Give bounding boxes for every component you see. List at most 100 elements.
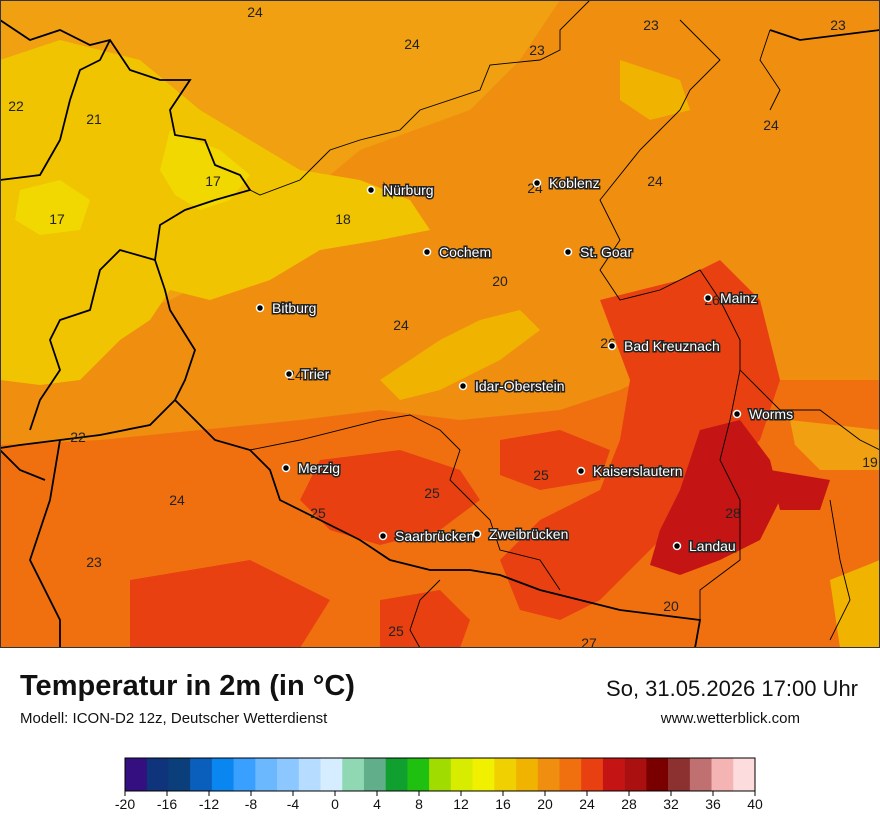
city-mainz[interactable]: Mainz (703, 289, 759, 308)
city-dot (532, 178, 542, 188)
temperature-value-label: 18 (335, 211, 351, 227)
city-kaiserslautern[interactable]: Kaiserslautern (576, 462, 684, 481)
city-bitburg[interactable]: Bitburg (255, 299, 318, 318)
legend-tick-label: -12 (199, 796, 219, 812)
city-zweibr-cken[interactable]: Zweibrücken (472, 525, 570, 544)
temp-field-28 (650, 420, 780, 575)
legend-tick-label: 16 (495, 796, 511, 812)
temp-field-yellow-e (830, 560, 880, 648)
temp-field-yellow-e2 (790, 420, 880, 470)
legend-swatch (472, 758, 495, 791)
temperature-value-label: 23 (643, 17, 659, 33)
city-worms[interactable]: Worms (732, 405, 795, 424)
legend-swatch (494, 758, 517, 791)
city-dot (378, 531, 388, 541)
temperature-value-label: 25 (310, 505, 326, 521)
temp-field-26-s2 (380, 590, 470, 648)
temperature-value-label: 23 (830, 17, 846, 33)
city-bad-kreuznach[interactable]: Bad Kreuznach (607, 337, 721, 356)
city-dot (281, 463, 291, 473)
city-merzig[interactable]: Merzig (281, 459, 342, 478)
legend-tick-label: 36 (705, 796, 721, 812)
city-label: Kaiserslautern (593, 463, 683, 479)
legend-swatch (298, 758, 321, 791)
city-label: Zweibrücken (489, 526, 568, 542)
legend-tick-label: 8 (415, 796, 423, 812)
footer: Temperatur in 2m (in °C) Modell: ICON-D2… (0, 648, 880, 830)
legend-tick-label: -8 (245, 796, 258, 812)
city-koblenz[interactable]: Koblenz (532, 174, 601, 193)
temperature-value-label: 28 (725, 505, 741, 521)
legend-tick-label: 32 (663, 796, 679, 812)
temp-field-26-sw (300, 450, 480, 545)
temp-field-17b (15, 180, 90, 235)
legend-tick-label: -16 (157, 796, 177, 812)
city-n-rburg[interactable]: Nürburg (366, 181, 435, 200)
temperature-value-label: 19 (862, 454, 878, 470)
city-label: Saarbrücken (395, 528, 474, 544)
city-label: Worms (749, 406, 793, 422)
city-label: Idar-Oberstein (475, 378, 564, 394)
city-label: Cochem (439, 244, 491, 260)
city-dot (472, 529, 482, 539)
legend-swatch (363, 758, 386, 791)
legend-tick-label: 40 (747, 796, 763, 812)
temperature-value-label: 24 (169, 492, 185, 508)
legend-swatch (320, 758, 343, 791)
temperature-value-label: 25 (388, 623, 404, 639)
legend-swatch (125, 758, 148, 791)
city-dot (672, 541, 682, 551)
city-dot (422, 247, 432, 257)
temperature-value-label: 17 (49, 211, 65, 227)
temperature-value-label: 23 (86, 554, 102, 570)
city-label: Trier (301, 366, 330, 382)
temp-field-17-20 (0, 40, 430, 385)
temp-field-26-south (130, 560, 330, 648)
temp-field-26-ks (500, 430, 610, 490)
temp-field-yellow-c (380, 310, 540, 400)
legend-swatch (711, 758, 734, 791)
city-label: Landau (689, 538, 736, 554)
legend-swatch (168, 758, 191, 791)
city-idar-oberstein[interactable]: Idar-Oberstein (458, 377, 566, 396)
city-label: Nürburg (383, 182, 434, 198)
legend-swatch (233, 758, 256, 791)
legend-swatch (450, 758, 473, 791)
city-dot (703, 293, 713, 303)
legend-tick-label: 12 (453, 796, 469, 812)
legend-swatch (602, 758, 625, 791)
website-link[interactable]: www.wetterblick.com (660, 710, 800, 727)
legend-tick-label: 24 (579, 796, 595, 812)
city-saarbr-cken[interactable]: Saarbrücken (378, 527, 476, 546)
legend-tick-label: -4 (287, 796, 300, 812)
city-cochem[interactable]: Cochem (422, 243, 493, 262)
city-trier[interactable]: Trier (284, 365, 331, 384)
model-info: Modell: ICON-D2 12z, Deutscher Wetterdie… (20, 710, 328, 727)
legend-swatch (255, 758, 278, 791)
legend-swatch (342, 758, 365, 791)
legend-swatch (733, 758, 756, 791)
legend-swatch (668, 758, 691, 791)
state-borders (249, 0, 880, 648)
legend-swatch (211, 758, 234, 791)
temperature-value-label: 24 (393, 317, 409, 333)
temperature-value-label: 22 (8, 98, 24, 114)
legend-swatch (581, 758, 604, 791)
city-dot (607, 341, 617, 351)
temperature-value-label: 22 (70, 429, 86, 445)
city-label: St. Goar (580, 244, 632, 260)
temperature-value-label: 24 (763, 117, 779, 133)
city-label: Koblenz (549, 175, 600, 191)
city-dot (284, 369, 294, 379)
legend-swatch (624, 758, 647, 791)
legend-tick-label: -20 (115, 796, 135, 812)
city-st-goar[interactable]: St. Goar (563, 243, 634, 262)
city-markers: Nürburg Koblenz Cochem St. Goar Mainz Bitburg… (255, 174, 795, 556)
legend-swatch (646, 758, 669, 791)
city-landau[interactable]: Landau (672, 537, 737, 556)
legend-swatch (407, 758, 430, 791)
city-dot (732, 409, 742, 419)
temperature-value-label: 25 (424, 485, 440, 501)
temperature-value-label: 24 (404, 36, 420, 52)
